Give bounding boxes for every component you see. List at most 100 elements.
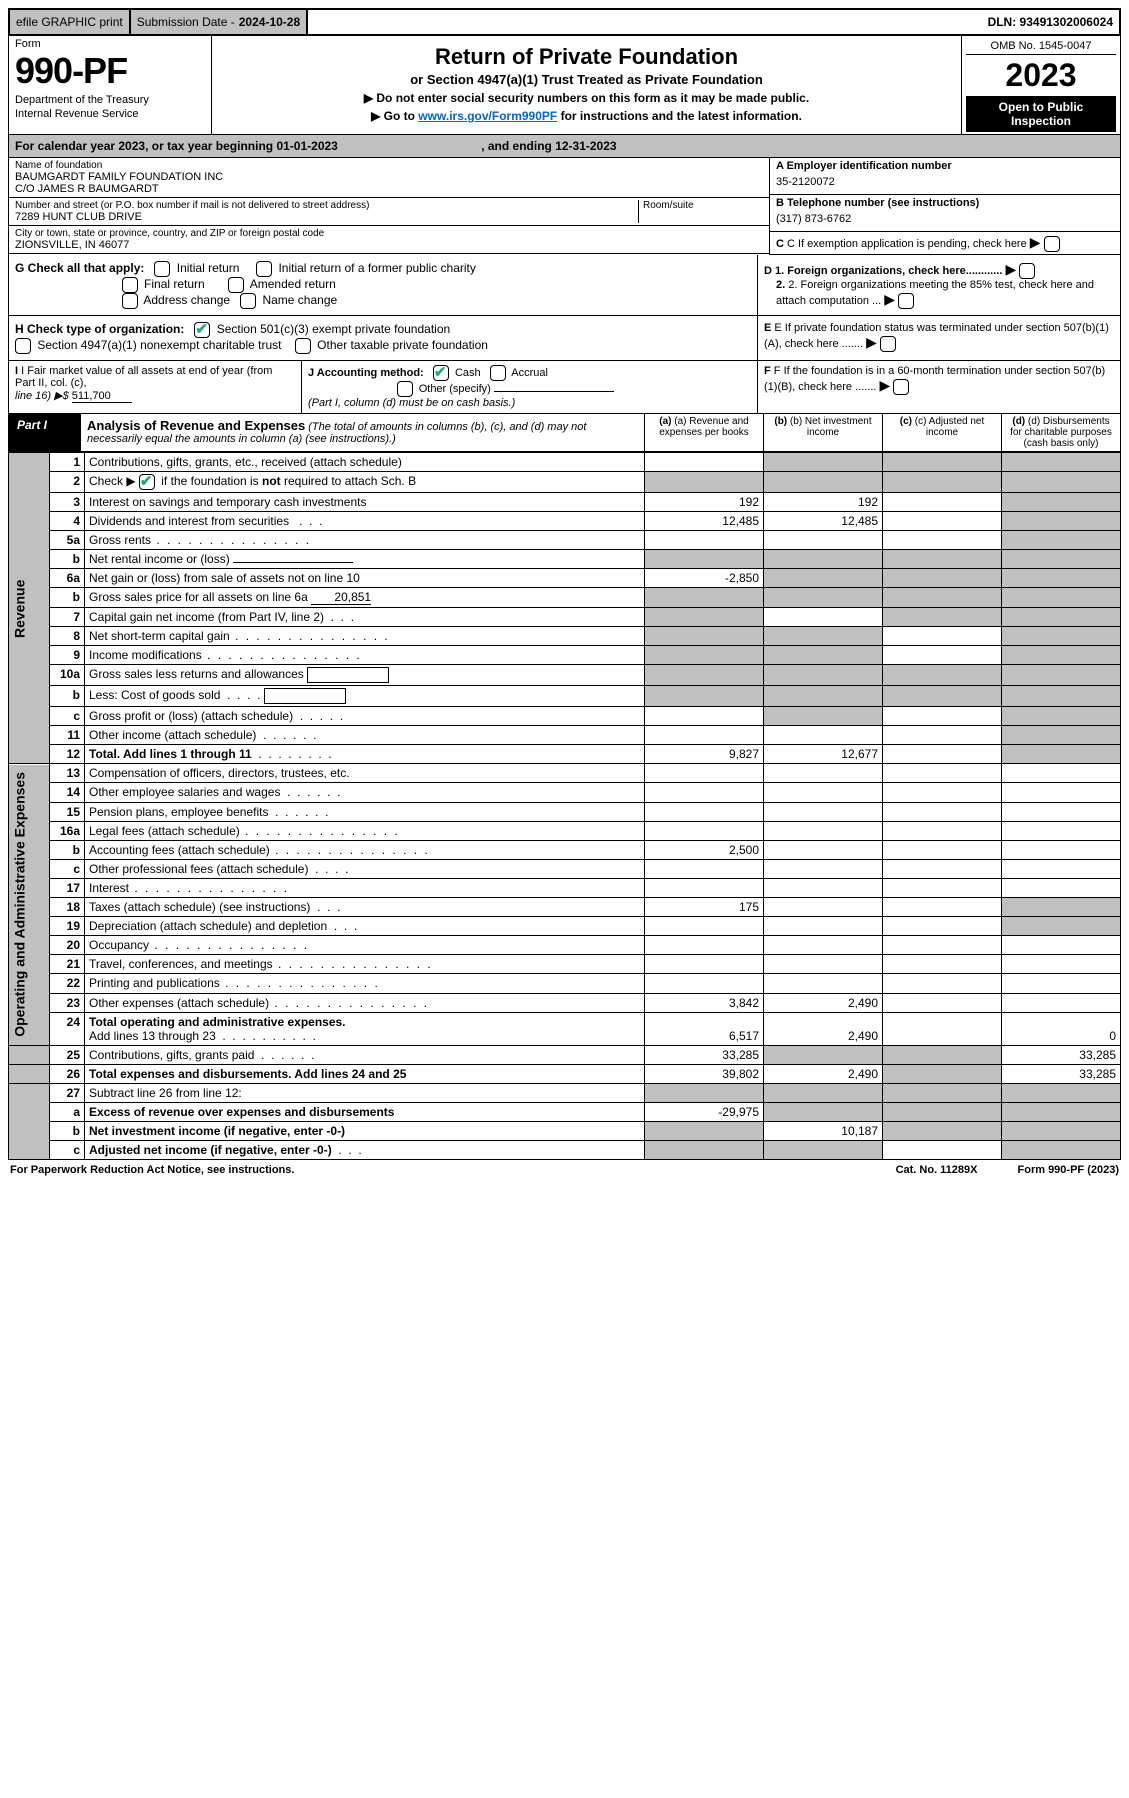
row-3: Interest on savings and temporary cash i… [85,493,645,512]
row-25: Contributions, gifts, grants paid . . . … [85,1046,645,1065]
g-initial: Initial return [177,261,240,275]
d2-label: 2. Foreign organizations meeting the 85%… [776,279,1094,307]
j-accrual-cb[interactable] [490,365,506,381]
g-initial-fpc-cb[interactable] [256,261,272,277]
form-subtitle: or Section 4947(a)(1) Trust Treated as P… [222,72,951,87]
row-8: Net short-term capital gain [85,627,645,646]
footer-right: Form 990-PF (2023) [1018,1164,1120,1176]
h2-cb[interactable] [15,338,31,354]
dln: DLN: 93491302006024 [982,10,1119,34]
form-title: Return of Private Foundation [222,44,951,70]
schb-cb[interactable] [139,474,155,490]
g-name-cb[interactable] [240,293,256,309]
row-11: Other income (attach schedule) . . . . .… [85,726,645,745]
row-27c: Adjusted net income (if negative, enter … [85,1141,645,1160]
form-note-1: ▶ Do not enter social security numbers o… [222,91,951,105]
row-19: Depreciation (attach schedule) and deple… [85,917,645,936]
row-14: Other employee salaries and wages . . . … [85,783,645,802]
row-5a: Gross rents [85,531,645,550]
g-row: G Check all that apply: Initial return I… [8,255,1121,316]
row-6b: Gross sales price for all assets on line… [85,588,645,608]
form-note-2: ▶ Go to www.irs.gov/Form990PF for instru… [222,109,951,123]
h1-cb[interactable] [194,322,210,338]
h3: Other taxable private foundation [317,338,488,352]
c-cell: C C If exemption application is pending,… [770,232,1120,255]
header-right: OMB No. 1545-0047 2023 Open to Public In… [961,36,1120,134]
i-label: I Fair market value of all assets at end… [15,365,272,389]
open-line1: Open to Public [968,100,1114,114]
phone-cell: B Telephone number (see instructions) (3… [770,195,1120,232]
g-addr-cb[interactable] [122,293,138,309]
part1-title: Analysis of Revenue and Expenses [87,418,305,433]
goto-suffix: for instructions and the latest informat… [561,109,802,123]
dept-treasury: Department of the Treasury [15,94,205,106]
f-label: F If the foundation is in a 60-month ter… [764,365,1105,393]
j-cash-cb[interactable] [433,365,449,381]
foundation-name: BAUMGARDT FAMILY FOUNDATION INC [15,171,763,183]
h2: Section 4947(a)(1) nonexempt charitable … [37,338,281,352]
g-amended: Amended return [250,277,336,291]
row-16c: Other professional fees (attach schedule… [85,859,645,878]
d1-cb[interactable] [1019,263,1035,279]
j-cash: Cash [455,367,481,379]
row-13: Compensation of officers, directors, tru… [85,764,645,783]
calendar-year-row: For calendar year 2023, or tax year begi… [8,135,1121,158]
cy-text1: For calendar year 2023, or tax year begi… [15,139,276,153]
row-16b: Accounting fees (attach schedule) [85,840,645,859]
row-16a: Legal fees (attach schedule) [85,821,645,840]
city-cell: City or town, state or province, country… [9,226,769,254]
expenses-side-label: Operating and Administrative Expenses [9,764,50,1046]
dept-irs: Internal Revenue Service [15,108,205,120]
j-other: Other (specify) [419,383,491,395]
row-9: Income modifications [85,646,645,665]
part1-label: Part I [9,414,81,451]
open-public-badge: Open to Public Inspection [966,96,1116,132]
c-checkbox[interactable] [1044,236,1060,252]
row-10b: Less: Cost of goods sold . . . . [85,686,645,707]
d1-label: D 1. Foreign organizations, check here..… [764,265,1002,277]
phone-label: B Telephone number (see instructions) [776,197,979,209]
irs-link[interactable]: www.irs.gov/Form990PF [418,109,557,123]
footer: For Paperwork Reduction Act Notice, see … [8,1160,1121,1180]
ein-label: A Employer identification number [776,160,952,172]
omb-number: OMB No. 1545-0047 [966,38,1116,55]
info-grid: Name of foundation BAUMGARDT FAMILY FOUN… [8,158,1121,255]
row-1: Contributions, gifts, grants, etc., rece… [85,453,645,472]
f-cb[interactable] [893,379,909,395]
row-12: Total. Add lines 1 through 11 . . . . . … [85,745,645,764]
g-initial-cb[interactable] [154,261,170,277]
d2-cb[interactable] [898,293,914,309]
j-other-cb[interactable] [397,381,413,397]
row-10c: Gross profit or (loss) (attach schedule)… [85,707,645,726]
cy-begin: 01-01-2023 [276,139,337,153]
row-4: Dividends and interest from securities .… [85,512,645,531]
header-left: Form 990-PF Department of the Treasury I… [9,36,212,134]
name-label: Name of foundation [15,160,763,171]
col-d-header: (d) (d) Disbursements for charitable pur… [1001,414,1120,451]
ein-value: 35-2120072 [776,172,1114,192]
footer-left: For Paperwork Reduction Act Notice, see … [10,1164,294,1176]
c-label: C If exemption application is pending, c… [787,238,1027,250]
ij-row: I I Fair market value of all assets at e… [8,361,1121,414]
goto-prefix: ▶ Go to [371,109,418,123]
e-label: E If private foundation status was termi… [764,322,1109,350]
phone-value: (317) 873-6762 [776,209,1114,229]
e-cb[interactable] [880,336,896,352]
h-label: H Check type of organization: [15,322,184,336]
part1-header: Part I Analysis of Revenue and Expenses … [8,414,1121,452]
col-c-header: (c) (c) Adjusted net income [882,414,1001,451]
j-note: (Part I, column (d) must be on cash basi… [308,397,515,409]
submission-date: Submission Date - 2024-10-28 [131,10,308,34]
g-amended-cb[interactable] [228,277,244,293]
street-address: 7289 HUNT CLUB DRIVE [15,211,638,223]
row-18: Taxes (attach schedule) (see instruction… [85,898,645,917]
g-final-cb[interactable] [122,277,138,293]
care-of: C/O JAMES R BAUMGARDT [15,183,763,195]
row-27b: Net investment income (if negative, ente… [85,1122,645,1141]
g-final: Final return [144,277,205,291]
city-label: City or town, state or province, country… [15,228,763,239]
h3-cb[interactable] [295,338,311,354]
header-center: Return of Private Foundation or Section … [212,36,961,134]
i-line16: line 16) ▶$ [15,390,72,402]
j-accrual: Accrual [511,367,548,379]
